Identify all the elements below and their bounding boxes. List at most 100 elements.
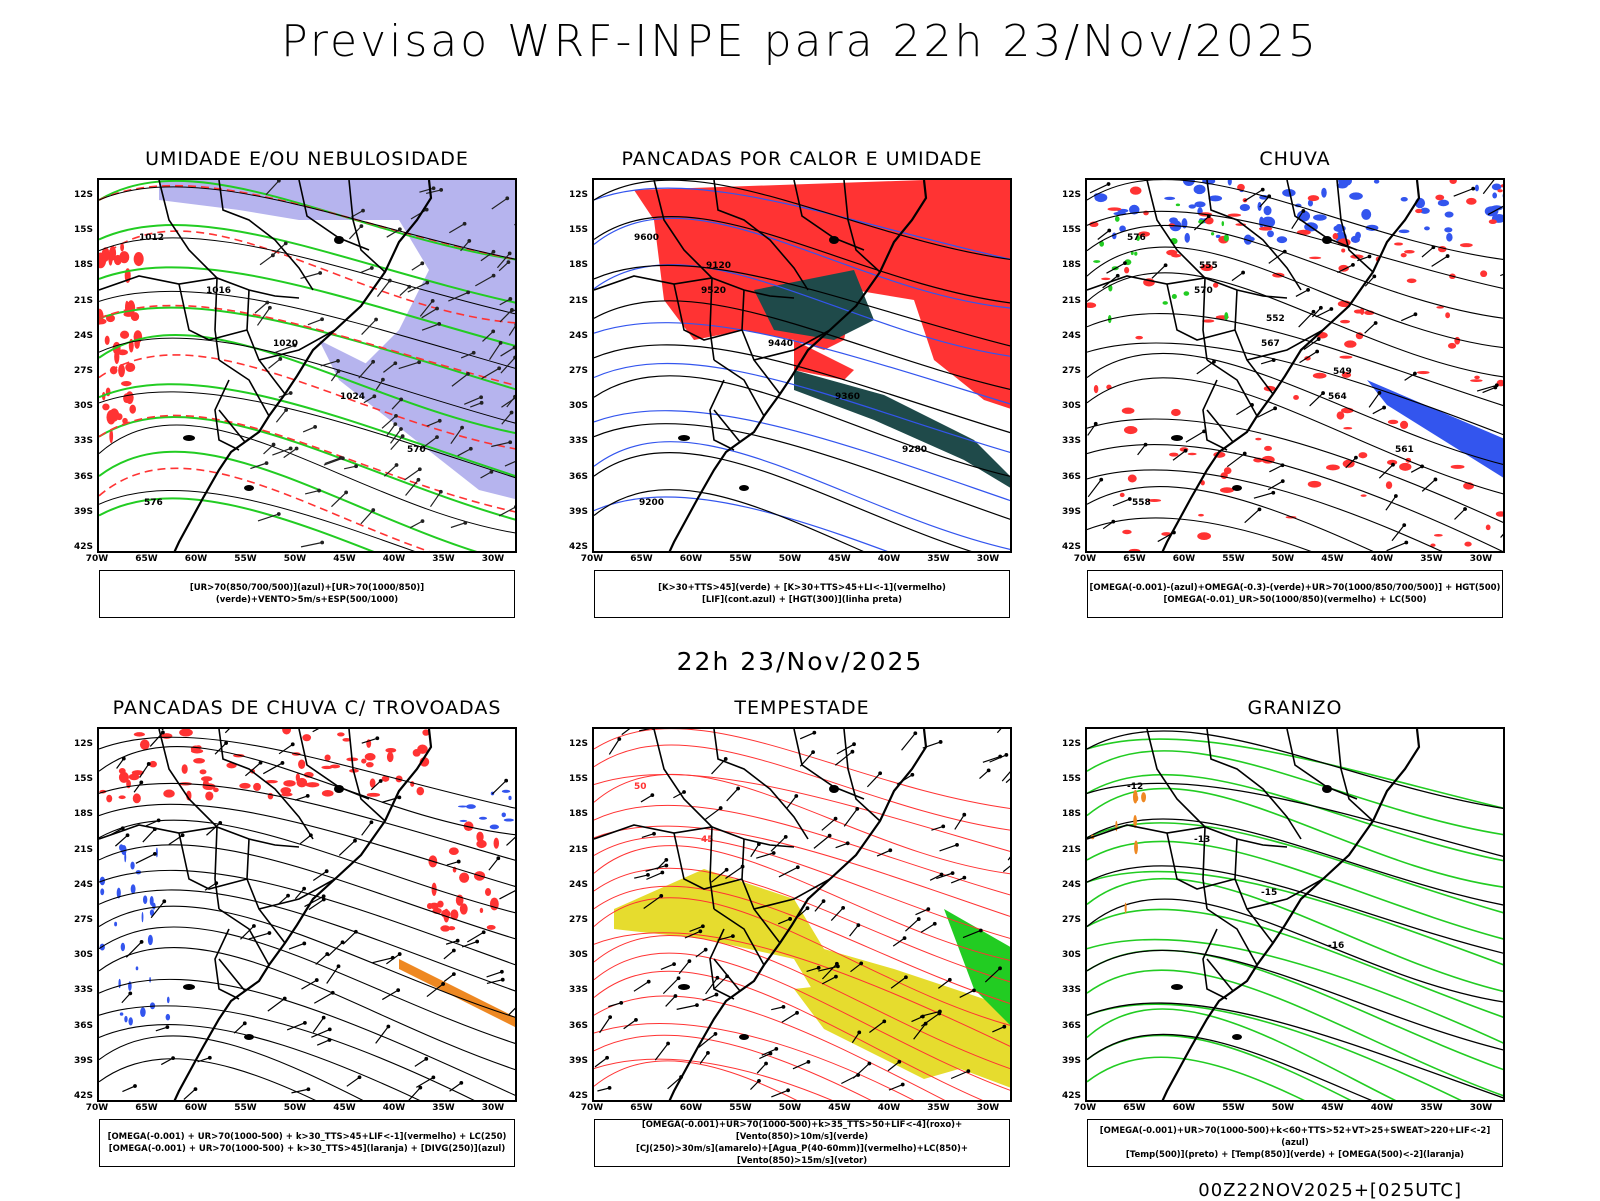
contour-label: 555 [1199,261,1218,271]
lat-label: 30S [560,950,588,960]
lake [739,1034,749,1040]
lat-label: 21S [65,845,93,855]
lon-label: 30W [478,554,508,564]
lon-label: 65W [627,554,657,564]
lake [678,435,690,441]
lat-label: 15S [1053,225,1081,235]
contour-label: 1012 [139,233,164,243]
contour-label: 9360 [835,392,860,402]
contour-label: 9520 [701,286,726,296]
lat-label: 27S [1053,915,1081,925]
legend-line: [UR>70(850/700/500)](azul)+[UR>70(1000/8… [100,582,514,606]
border-line [1207,729,1301,839]
lake [1322,236,1332,244]
border-line [1207,959,1233,991]
lake [1322,785,1332,793]
lat-label: 27S [65,366,93,376]
lat-label: 30S [1053,950,1081,960]
lat-label: 42S [65,1091,93,1101]
legend-line: [K>30+TTS>45](verde) + [K>30+TTS>45+LI<-… [595,582,1009,594]
border-line [215,827,219,909]
panel-granizo-title: GRANIZO [1085,697,1505,719]
contour-label: 567 [1261,339,1280,349]
lake [183,435,195,441]
lon-label: 60W [1169,1103,1199,1113]
lon-label: 70W [82,554,112,564]
lc250-streamlines [99,737,517,1102]
lon-label: 70W [577,554,607,564]
legend-line: [CJ(250)>30m/s](amarelo)+[Agua_P(40-60mm… [595,1143,1009,1167]
lat-label: 36S [560,1021,588,1031]
lat-label: 33S [560,985,588,995]
lat-label: 18S [1053,260,1081,270]
lon-label: 35W [429,554,459,564]
lat-label: 15S [65,774,93,784]
lat-label: 15S [560,225,588,235]
lat-label: 15S [560,774,588,784]
contour-label: 1016 [206,286,231,296]
lon-label: 40W [1367,1103,1397,1113]
lon-label: 70W [577,1103,607,1113]
lake [244,485,254,491]
contour-label: 570 [1194,286,1213,296]
lon-label: 65W [1120,1103,1150,1113]
border-line [179,833,247,889]
lon-label: 55W [1219,1103,1249,1113]
lon-label: 30W [1466,1103,1496,1113]
lon-label: 45W [1318,554,1348,564]
lat-label: 33S [65,436,93,446]
contour-label: 570 [407,445,426,455]
lat-label: 36S [1053,472,1081,482]
lat-label: 27S [1053,366,1081,376]
lat-label: 12S [560,739,588,749]
lat-label: 36S [65,472,93,482]
lat-label: 21S [1053,296,1081,306]
lat-label: 42S [65,542,93,552]
lat-label: 21S [1053,845,1081,855]
lon-label: 55W [231,1103,261,1113]
lon-label: 70W [1070,554,1100,564]
contour-label: 576 [144,498,163,508]
lon-label: 45W [825,1103,855,1113]
legend-line: [OMEGA(-0.001)+UR>70(1000-500)+k>35_TTS>… [595,1119,1009,1143]
lat-label: 39S [560,1056,588,1066]
border-line [714,410,740,442]
lon-label: 65W [132,554,162,564]
lat-label: 21S [65,296,93,306]
legend-line: [OMEGA(-0.001) + UR>70(1000-500) + k>30_… [100,1143,514,1155]
contour-label: 564 [1328,392,1347,402]
panel-granizo-svg: -12-13-15-16 [1087,729,1505,1102]
lake [183,984,195,990]
panel-chuva-title: CHUVA [1085,148,1505,170]
legend-line: [Temp(500)](preto) + [Temp(850)](verde) … [1088,1149,1502,1161]
lon-label: 40W [379,1103,409,1113]
lat-label: 21S [560,296,588,306]
panel-tempestade-title: TEMPESTADE [592,697,1012,719]
lat-label: 15S [65,225,93,235]
lon-label: 45W [330,554,360,564]
lon-label: 35W [924,1103,954,1113]
lon-label: 45W [330,1103,360,1113]
lon-label: 55W [231,554,261,564]
lat-label: 36S [1053,1021,1081,1031]
lake [678,984,690,990]
lat-label: 30S [1053,401,1081,411]
lon-label: 60W [1169,554,1199,564]
contour-label: 9440 [768,339,793,349]
panel-calor-legend: [K>30+TTS>45](verde) + [K>30+TTS>45+LI<-… [594,570,1010,618]
lat-label: 24S [65,331,93,341]
lon-label: 40W [874,554,904,564]
contour-label: -13 [1194,835,1210,845]
lat-label: 27S [560,915,588,925]
lon-label: 40W [874,1103,904,1113]
lat-label: 18S [65,260,93,270]
lat-label: 24S [560,880,588,890]
lat-label: 36S [560,472,588,482]
lon-label: 55W [1219,554,1249,564]
lon-label: 70W [1070,1103,1100,1113]
lake [244,1034,254,1040]
